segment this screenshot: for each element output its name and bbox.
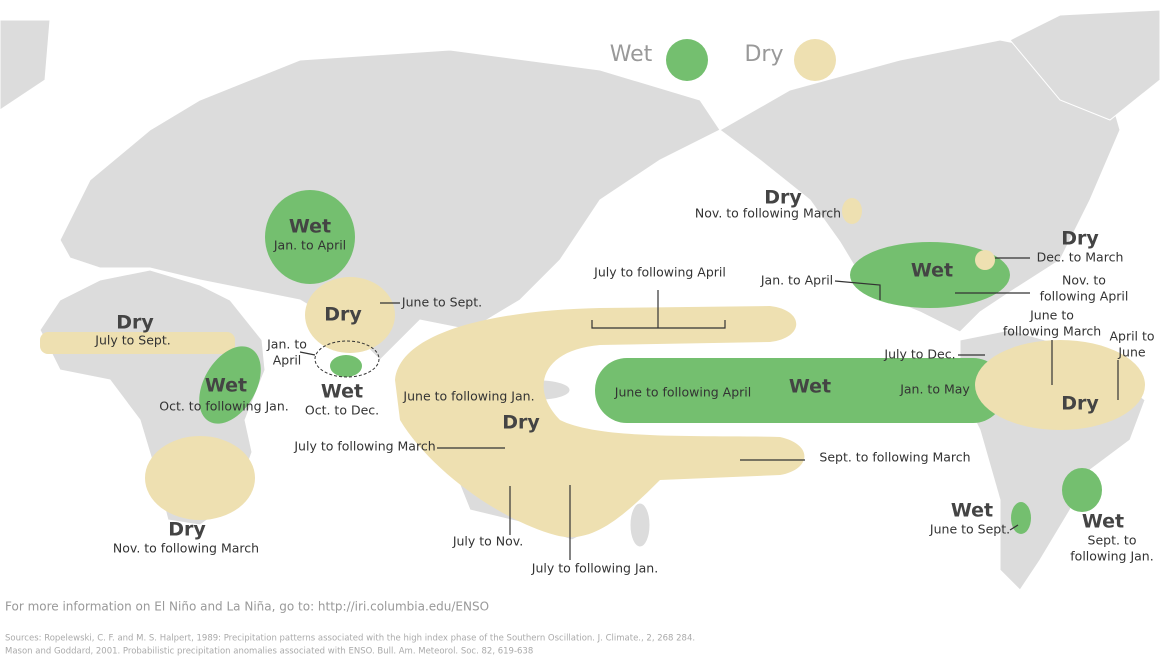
legend: Wet Dry xyxy=(610,39,836,81)
region-type-label: Wet xyxy=(911,260,953,282)
period-label: following Jan. xyxy=(1070,549,1153,564)
period-label: June to Sept. xyxy=(929,522,1010,537)
region-type-label: Wet xyxy=(205,375,247,397)
region-type-label: Dry xyxy=(1061,393,1099,415)
dry-region xyxy=(40,332,235,354)
period-label: July to following March xyxy=(293,439,435,454)
period-label: April to xyxy=(1109,329,1154,344)
period-label: Nov. to xyxy=(1062,273,1106,288)
period-label: Jan. to April xyxy=(273,238,346,253)
eurasia xyxy=(59,49,721,361)
legend-label: Wet xyxy=(610,42,653,67)
period-label: June to following Jan. xyxy=(402,389,534,404)
islands xyxy=(629,502,651,548)
dry-region xyxy=(975,340,1145,430)
period-label: June xyxy=(1117,345,1146,360)
region-type-label: Dry xyxy=(116,312,154,334)
legend-swatch xyxy=(666,39,708,81)
period-label: July to following Jan. xyxy=(531,561,658,576)
source-text: Sources: Ropelewski, C. F. and M. S. Hal… xyxy=(5,634,695,644)
wet-region xyxy=(330,355,362,377)
period-label: Jan. to xyxy=(266,337,307,352)
north-america xyxy=(719,39,1121,333)
period-label: July to Nov. xyxy=(452,534,523,549)
period-label: July to Dec. xyxy=(883,347,955,362)
wet-region xyxy=(1011,502,1031,534)
period-label: following March xyxy=(1003,324,1101,339)
region-type-label: Dry xyxy=(1061,228,1099,250)
dashed-outline xyxy=(314,340,380,378)
region-type-label: Wet xyxy=(289,216,331,238)
region-type-label: Dry xyxy=(764,187,802,209)
period-label: June to following April xyxy=(614,385,751,400)
period-label: Sept. to following March xyxy=(819,450,970,465)
dry-region xyxy=(145,436,255,520)
region-type-label: Dry xyxy=(168,519,206,541)
info-text: For more information on El Niño and La N… xyxy=(5,600,489,614)
leader-lines xyxy=(299,257,1119,560)
period-label: Jan. to May xyxy=(899,382,970,397)
period-label: July to following April xyxy=(593,265,726,280)
wet-region xyxy=(265,190,355,284)
alaska-west xyxy=(0,19,51,111)
dry-region xyxy=(975,250,995,270)
dry-region xyxy=(305,277,395,353)
region-type-label: Wet xyxy=(951,500,993,522)
region-type-label: Wet xyxy=(789,376,831,398)
region-type-label: Wet xyxy=(1082,511,1124,533)
period-label: Sept. to xyxy=(1088,533,1137,548)
period-label: June to Sept. xyxy=(401,295,482,310)
period-label: July to Sept. xyxy=(94,333,170,348)
wet-region xyxy=(850,242,1010,308)
legend-label: Dry xyxy=(744,42,783,67)
period-label: Nov. to following March xyxy=(695,206,841,221)
regions xyxy=(40,190,1145,538)
period-label: Dec. to March xyxy=(1037,250,1124,265)
wet-region xyxy=(199,346,261,424)
dry-region xyxy=(842,198,862,224)
region-type-label: Dry xyxy=(502,412,540,434)
period-label: Jan. to April xyxy=(760,273,833,288)
wet-region xyxy=(1062,468,1102,512)
period-label: following April xyxy=(1040,289,1129,304)
period-label: June to xyxy=(1029,308,1074,323)
dry-region xyxy=(395,306,805,538)
period-label: Nov. to following March xyxy=(113,541,259,556)
period-label: Oct. to following Jan. xyxy=(159,399,289,414)
period-label: April xyxy=(273,353,302,368)
period-label: Oct. to Dec. xyxy=(305,403,379,418)
source-text: Mason and Goddard, 2001. Probabilistic p… xyxy=(5,647,533,657)
wet-region xyxy=(595,358,1005,423)
greenland xyxy=(1009,9,1161,121)
region-type-label: Dry xyxy=(324,304,362,326)
region-type-label: Wet xyxy=(321,381,363,403)
leader-line xyxy=(299,257,1119,560)
legend-swatch xyxy=(794,39,836,81)
